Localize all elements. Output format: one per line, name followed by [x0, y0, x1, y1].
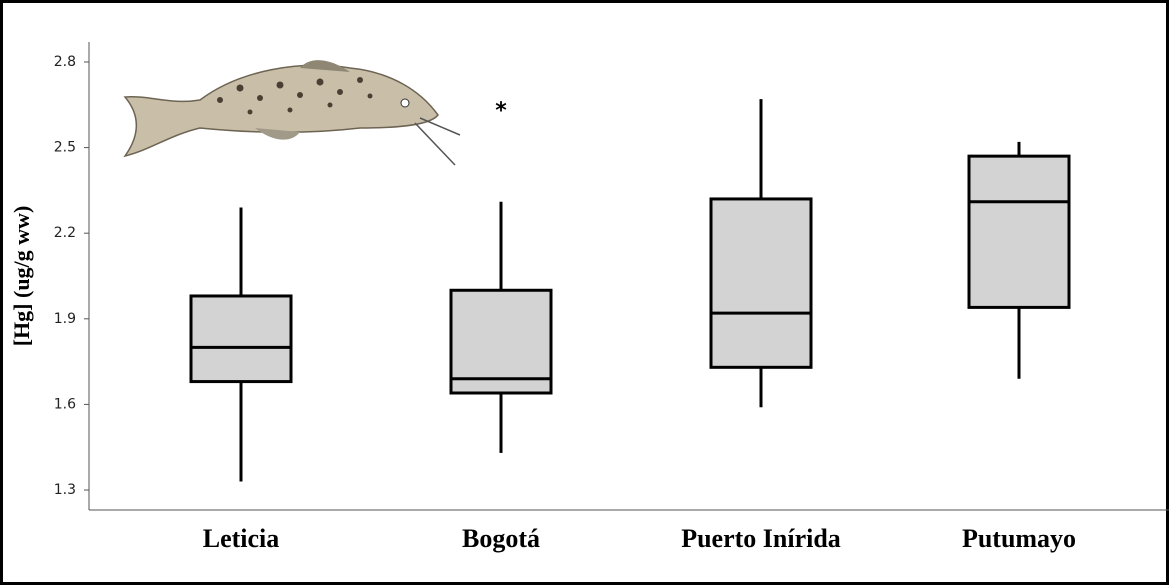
y-axis-label: [Hg] (ug/g ww)	[9, 206, 34, 347]
y-tick-label: 1.3	[54, 482, 76, 498]
x-tick-label: Puerto Inírida	[681, 524, 841, 553]
x-tick-label: Leticia	[203, 524, 280, 553]
y-tick-label: 2.8	[54, 54, 76, 70]
y-tick-label: 1.6	[54, 396, 76, 412]
box	[969, 156, 1069, 307]
outlier: *	[495, 99, 507, 124]
x-tick-label: Putumayo	[962, 524, 1076, 553]
y-tick-label: 2.2	[54, 225, 76, 241]
chart: [Hg] (ug/g ww) 1.3 1.6 1.9 2.2 2.5 2.8 Leticia…	[0, 0, 1169, 585]
y-tick-label: 1.9	[54, 311, 76, 327]
box	[191, 296, 291, 382]
y-tick-label: 2.5	[54, 140, 76, 156]
box	[711, 199, 811, 367]
x-tick-label: Bogotá	[462, 524, 540, 553]
